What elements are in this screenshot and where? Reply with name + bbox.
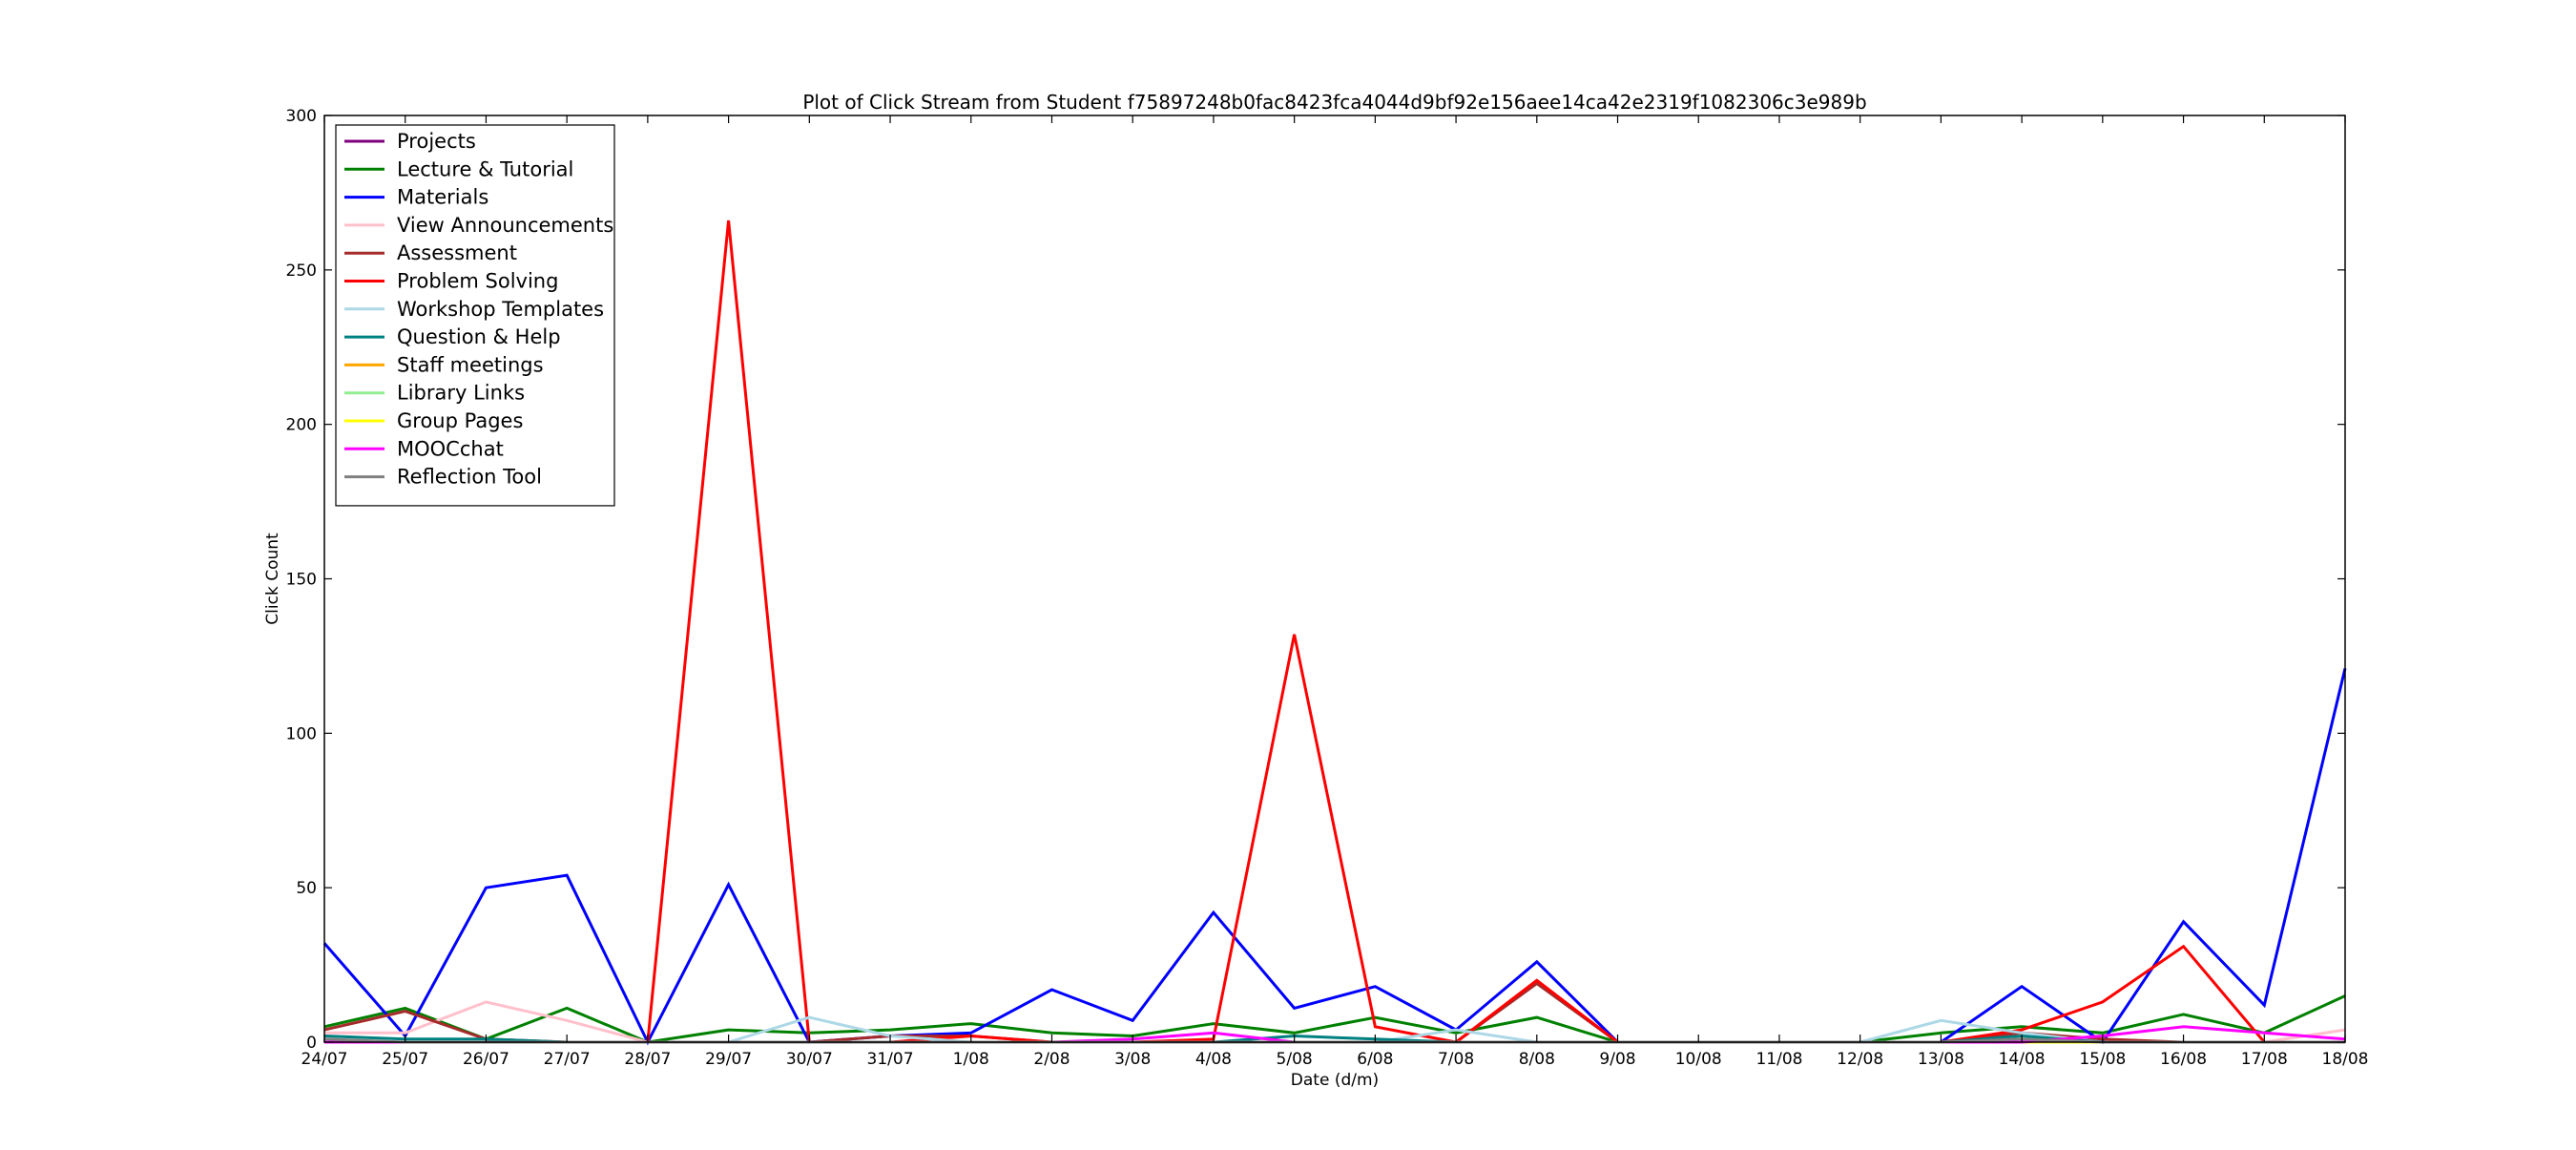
y-tick-label: 50 [296, 879, 317, 898]
x-tick-label: 14/08 [1999, 1050, 2046, 1069]
legend: Projects Lecture & Tutorial Materials View … [335, 124, 615, 507]
x-tick-label: 16/08 [2160, 1050, 2207, 1069]
y-tick-label: 0 [306, 1034, 317, 1053]
legend-label: Reflection Tool [397, 466, 542, 489]
x-tick-label: 10/08 [1675, 1050, 1722, 1069]
x-tick-label: 8/08 [1519, 1050, 1555, 1069]
y-axis-title: Click Count [263, 533, 282, 625]
legend-label: Workshop Templates [397, 298, 604, 321]
x-tick-label: 3/08 [1114, 1050, 1151, 1069]
legend-label: Assessment [397, 241, 517, 264]
x-tick-label: 1/08 [953, 1050, 989, 1069]
series-layer [322, 220, 2347, 1046]
legend-label: Group Pages [397, 409, 523, 432]
x-tick-label: 30/07 [786, 1050, 833, 1069]
ticks-layer: 0 50 100 150 200 250 300 24/07 25/07 26/07 27/07 28… [286, 107, 2369, 1069]
x-tick-label: 9/08 [1599, 1050, 1635, 1069]
series-line-materials [322, 668, 2347, 1046]
x-tick-label: 31/07 [867, 1050, 914, 1069]
legend-label: Lecture & Tutorial [397, 157, 573, 180]
series-line-lecture-tutorial [323, 994, 2346, 1044]
legend-label: View Announcements [397, 214, 613, 237]
legend-label: Projects [397, 130, 476, 153]
x-tick-label: 4/08 [1195, 1050, 1232, 1069]
x-tick-label: 5/08 [1277, 1050, 1313, 1069]
x-tick-label: 27/07 [544, 1050, 591, 1069]
y-tick-label: 150 [286, 571, 317, 590]
x-tick-label: 6/08 [1357, 1050, 1393, 1069]
x-tick-label: 18/08 [2322, 1050, 2369, 1069]
y-tick-label: 300 [286, 107, 317, 126]
x-axis-title: Date (d/m) [1291, 1071, 1379, 1090]
x-tick-label: 7/08 [1438, 1050, 1474, 1069]
y-tick-label: 100 [286, 724, 317, 743]
legend-label: Materials [397, 186, 488, 209]
x-tick-label: 29/07 [705, 1050, 752, 1069]
legend-box [335, 124, 615, 507]
x-tick-label: 15/08 [2079, 1050, 2126, 1069]
y-tick-label: 200 [286, 416, 317, 435]
series-line-problem-solving [324, 220, 2345, 1044]
legend-label: Staff meetings [397, 353, 544, 376]
x-tick-label: 2/08 [1033, 1050, 1070, 1069]
x-tick-label: 24/07 [301, 1050, 348, 1069]
x-tick-label: 12/08 [1837, 1050, 1883, 1069]
legend-label: Library Links [397, 382, 525, 405]
y-tick-label: 250 [286, 261, 317, 281]
chart-title: Plot of Click Stream from Student f75897… [802, 91, 1866, 114]
legend-label: Question & Help [397, 325, 561, 348]
x-tick-label: 28/07 [624, 1050, 671, 1069]
x-tick-label: 26/07 [463, 1050, 509, 1069]
x-tick-label: 13/08 [1918, 1050, 1964, 1069]
x-tick-label: 25/07 [382, 1050, 428, 1069]
plot-frame [323, 115, 2346, 1043]
legend-label: Problem Solving [397, 270, 558, 293]
x-tick-label: 11/08 [1755, 1050, 1802, 1069]
x-tick-label: 17/08 [2241, 1050, 2288, 1069]
legend-label: MOOCchat [397, 437, 504, 460]
